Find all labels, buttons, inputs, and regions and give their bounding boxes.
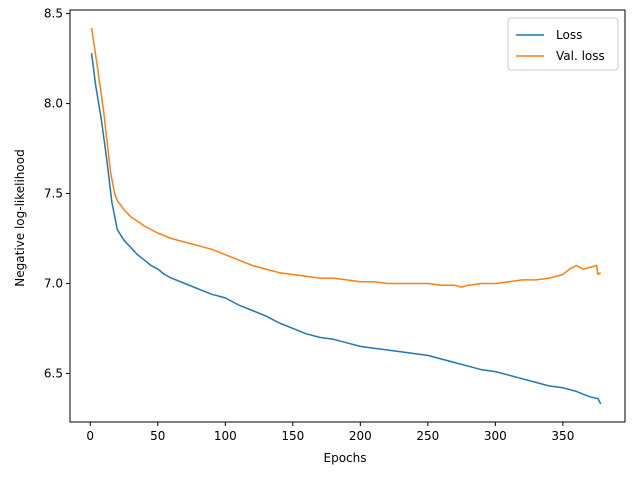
x-axis-label: Epochs xyxy=(324,451,367,465)
y-tick-label: 7.5 xyxy=(44,187,63,201)
y-tick-label: 8.5 xyxy=(44,7,63,21)
y-tick-label: 8.0 xyxy=(44,97,63,111)
legend-label-val-loss: Val. loss xyxy=(556,49,605,63)
x-tick-label: 250 xyxy=(416,429,439,443)
x-tick-label: 50 xyxy=(150,429,165,443)
legend: Loss Val. loss xyxy=(507,17,619,71)
series-line-loss xyxy=(90,53,602,405)
x-tick-label: 200 xyxy=(349,429,372,443)
x-tick-label: 100 xyxy=(214,429,237,443)
series-line-val-loss xyxy=(90,27,602,288)
series-layer xyxy=(90,27,602,405)
y-tick-label: 7.0 xyxy=(44,276,63,290)
x-tick-label: 300 xyxy=(484,429,507,443)
x-tick-label: 150 xyxy=(281,429,304,443)
y-axis-label: Negative log-likelihood xyxy=(13,149,27,286)
y-tick-label: 6.5 xyxy=(44,366,63,380)
x-tick-label: 0 xyxy=(86,429,94,443)
legend-label-loss: Loss xyxy=(556,28,582,42)
plot-frame xyxy=(69,9,626,423)
legend-box xyxy=(507,17,619,71)
x-tick-label: 350 xyxy=(551,429,574,443)
y-axis: 6.5 7.0 7.5 8.0 8.5 xyxy=(44,7,70,380)
x-axis: 0 50 100 150 200 250 300 350 xyxy=(86,422,574,443)
